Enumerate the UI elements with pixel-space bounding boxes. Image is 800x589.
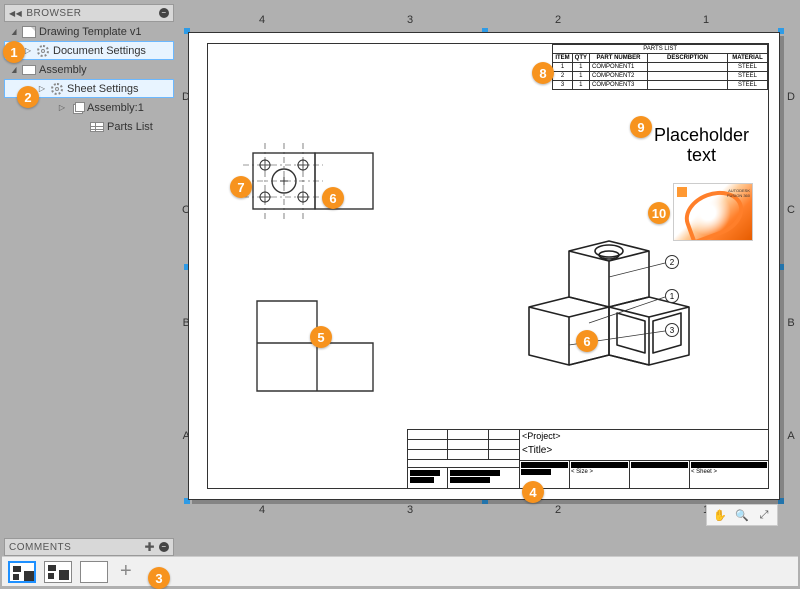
table-icon bbox=[89, 120, 105, 134]
annotation-callout-9: 9 bbox=[630, 116, 652, 138]
zone-labels-right: DCBA bbox=[784, 40, 798, 492]
tree-item-label: Assembly:1 bbox=[87, 102, 144, 114]
annotation-callout-6a: 6 bbox=[322, 187, 344, 209]
sheet-thumb-3[interactable] bbox=[80, 561, 108, 583]
balloon[interactable]: 2 bbox=[665, 255, 679, 269]
drawing-sheet: PARTS LISTITEMQTYPART NUMBERDESCRIPTIONM… bbox=[188, 32, 780, 500]
collapse-icon[interactable]: ◀◀ bbox=[9, 9, 22, 18]
sheet-tabs: + bbox=[2, 556, 798, 586]
browser-title: BROWSER bbox=[26, 8, 159, 19]
annotation-callout-4: 4 bbox=[522, 481, 544, 503]
tree-item[interactable]: Parts List bbox=[4, 117, 174, 136]
annotation-callout-8: 8 bbox=[532, 62, 554, 84]
sheet-thumb-2[interactable] bbox=[44, 561, 72, 583]
project-field[interactable]: <Project> bbox=[520, 430, 768, 444]
title-block[interactable]: <Project> <Title> < Size > < Sheet > bbox=[519, 429, 769, 489]
sheet-icon bbox=[21, 25, 37, 39]
placeholder-text[interactable]: Placeholder text bbox=[654, 125, 749, 165]
box-icon bbox=[21, 63, 37, 77]
view-tools: ✋ 🔍 ⤢ bbox=[706, 504, 778, 526]
browser-header[interactable]: ◀◀ BROWSER − bbox=[4, 4, 174, 22]
annotation-callout-2: 2 bbox=[17, 86, 39, 108]
zoom-window-icon[interactable]: 🔍 bbox=[733, 507, 751, 523]
tree-item[interactable]: Drawing Template v1 bbox=[4, 22, 174, 41]
gear-icon bbox=[49, 82, 65, 96]
add-sheet-button[interactable]: + bbox=[116, 560, 136, 583]
gear-icon bbox=[35, 44, 51, 58]
annotation-callout-6b: 6 bbox=[576, 330, 598, 352]
add-comment-icon[interactable]: ✚ bbox=[144, 540, 155, 554]
annotation-callout-7: 7 bbox=[230, 176, 252, 198]
title-block-left[interactable] bbox=[407, 429, 529, 489]
logo-image[interactable]: AUTODESKFUSION 360 bbox=[673, 183, 753, 241]
tree-item-label: Document Settings bbox=[53, 45, 146, 57]
drawing-canvas[interactable]: 4321 4321 DCBA DCBA PARTS LISTITEMQTYPAR… bbox=[176, 6, 794, 530]
comments-title: COMMENTS bbox=[9, 542, 144, 553]
isometric-view[interactable]: 2 1 3 bbox=[499, 241, 709, 414]
expand-icon[interactable] bbox=[9, 27, 19, 36]
comments-panel: COMMENTS ✚ − bbox=[4, 538, 174, 556]
browser-panel: ◀◀ BROWSER − Drawing Template v1 Document… bbox=[4, 4, 174, 136]
top-view[interactable] bbox=[243, 143, 393, 222]
title-field[interactable]: <Title> bbox=[520, 444, 768, 461]
tree-item-label: Sheet Settings bbox=[67, 83, 139, 95]
annotation-callout-1: 1 bbox=[3, 41, 25, 63]
balloon[interactable]: 1 bbox=[665, 289, 679, 303]
comments-header[interactable]: COMMENTS ✚ − bbox=[4, 538, 174, 556]
expand-icon[interactable] bbox=[57, 103, 67, 112]
zone-labels-bottom: 4321 bbox=[188, 504, 780, 520]
annotation-callout-3: 3 bbox=[148, 567, 170, 589]
pan-icon[interactable]: ✋ bbox=[711, 507, 729, 523]
tree-item-label: Assembly bbox=[39, 64, 87, 76]
tree-item-label: Drawing Template v1 bbox=[39, 26, 142, 38]
parts-list-table[interactable]: PARTS LISTITEMQTYPART NUMBERDESCRIPTIONM… bbox=[552, 44, 768, 90]
sheet-thumb-1[interactable] bbox=[8, 561, 36, 583]
tree-item[interactable]: Document Settings bbox=[4, 41, 174, 60]
balloon[interactable]: 3 bbox=[665, 323, 679, 337]
tree-item-label: Parts List bbox=[107, 121, 153, 133]
annotation-callout-10: 10 bbox=[648, 202, 670, 224]
annotation-callout-5: 5 bbox=[310, 326, 332, 348]
expand-icon[interactable] bbox=[9, 65, 19, 74]
panel-menu-icon[interactable]: − bbox=[159, 542, 169, 552]
panel-menu-icon[interactable]: − bbox=[159, 8, 169, 18]
cube-icon bbox=[69, 101, 85, 115]
zoom-fit-icon[interactable]: ⤢ bbox=[755, 507, 773, 523]
browser-tree: Drawing Template v1 Document Settings Asse… bbox=[4, 22, 174, 136]
expand-icon[interactable] bbox=[37, 84, 47, 93]
tree-item[interactable]: Assembly bbox=[4, 60, 174, 79]
